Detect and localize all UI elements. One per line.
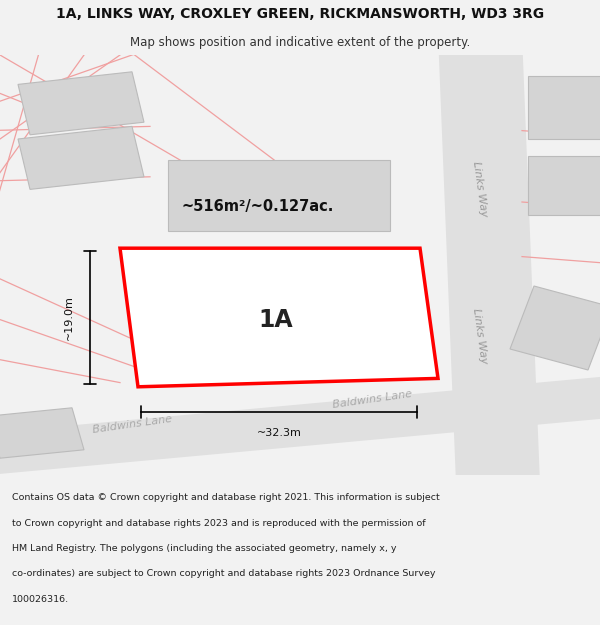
Text: co-ordinates) are subject to Crown copyright and database rights 2023 Ordnance S: co-ordinates) are subject to Crown copyr… [12,569,436,579]
Text: 100026316.: 100026316. [12,595,69,604]
Text: 1A, LINKS WAY, CROXLEY GREEN, RICKMANSWORTH, WD3 3RG: 1A, LINKS WAY, CROXLEY GREEN, RICKMANSWO… [56,7,544,21]
Text: Map shows position and indicative extent of the property.: Map shows position and indicative extent… [130,36,470,49]
Polygon shape [438,34,540,483]
Polygon shape [510,286,600,370]
Text: HM Land Registry. The polygons (including the associated geometry, namely x, y: HM Land Registry. The polygons (includin… [12,544,397,553]
Polygon shape [168,160,390,231]
Text: ~19.0m: ~19.0m [64,295,74,340]
Text: Contains OS data © Crown copyright and database right 2021. This information is : Contains OS data © Crown copyright and d… [12,493,440,502]
Polygon shape [0,374,600,475]
Polygon shape [0,408,84,458]
Text: to Crown copyright and database rights 2023 and is reproduced with the permissio: to Crown copyright and database rights 2… [12,519,425,528]
Text: ~32.3m: ~32.3m [257,428,301,438]
Text: Baldwins Lane: Baldwins Lane [92,414,172,435]
Polygon shape [528,156,600,214]
Polygon shape [18,72,144,135]
Text: 1A: 1A [259,308,293,332]
Polygon shape [18,126,144,189]
Text: ~516m²/~0.127ac.: ~516m²/~0.127ac. [182,199,334,214]
Polygon shape [528,76,600,139]
Text: Links Way: Links Way [471,161,489,218]
Text: Baldwins Lane: Baldwins Lane [332,389,412,410]
Text: Links Way: Links Way [471,308,489,365]
Polygon shape [120,248,438,387]
